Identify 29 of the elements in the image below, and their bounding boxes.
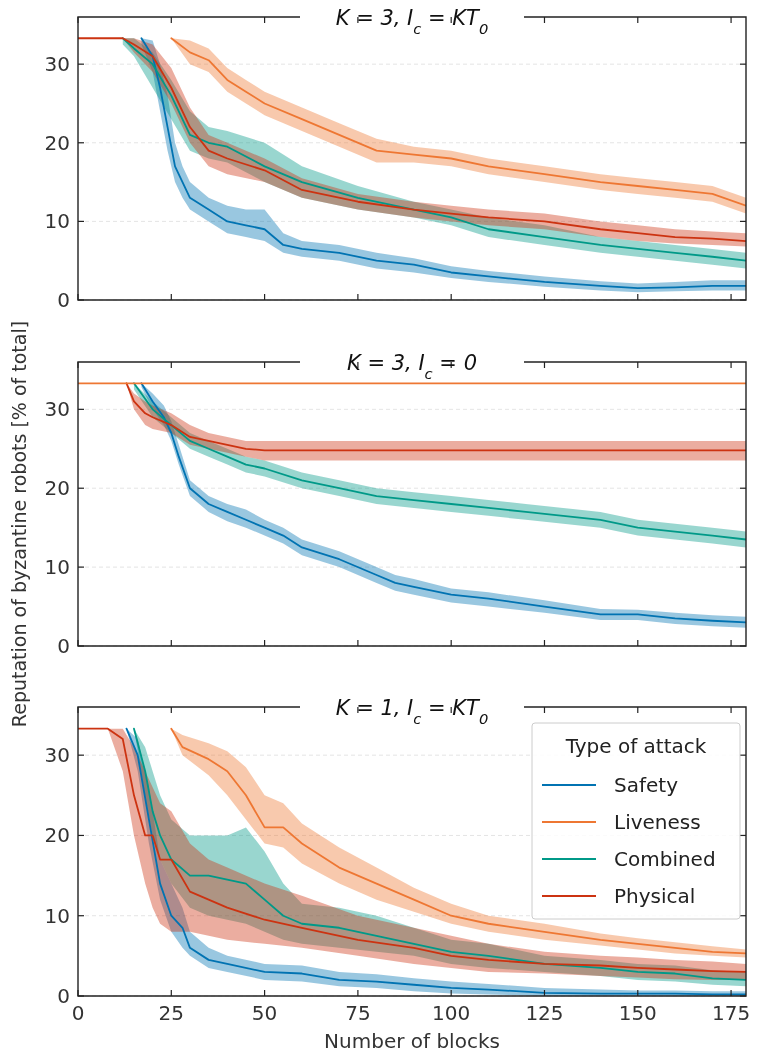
x-tick-label: 75 — [345, 1001, 371, 1025]
y-tick-label: 30 — [44, 743, 70, 768]
legend-label: Physical — [614, 884, 696, 908]
y-tick-label: 20 — [44, 130, 70, 155]
x-axis-title: Number of blocks — [324, 1029, 500, 1053]
y-tick-label: 0 — [57, 634, 70, 658]
legend-label: Combined — [614, 847, 716, 871]
x-tick-label: 125 — [525, 1001, 564, 1025]
y-tick-label: 30 — [44, 52, 70, 77]
y-tick-label: 10 — [44, 209, 70, 234]
y-tick-label: 20 — [44, 823, 70, 848]
chart-title: K = 3, I$_{c}$ = 0 — [346, 351, 478, 382]
x-tick-label: 25 — [158, 1001, 185, 1025]
y-axis-title: Reputation of byzantine robots [% of total] — [8, 320, 30, 728]
y-tick-label: 0 — [57, 984, 70, 1008]
legend-title: Type of attack — [564, 734, 707, 758]
chart-title: K = 1, I$_{c}$ = KT$_{0}$ — [335, 696, 489, 727]
x-tick-label: 150 — [618, 1001, 657, 1025]
x-tick-label: 100 — [432, 1001, 471, 1025]
chart-title: K = 3, I$_{c}$ = KT$_{0}$ — [335, 6, 489, 37]
x-tick-label: 50 — [251, 1001, 278, 1025]
legend-label: Liveness — [614, 810, 701, 834]
y-tick-label: 20 — [44, 476, 70, 501]
y-tick-label: 30 — [44, 397, 70, 422]
y-tick-label: 0 — [57, 288, 70, 312]
y-tick-label: 10 — [44, 903, 70, 928]
y-tick-label: 10 — [44, 555, 70, 580]
legend-label: Safety — [614, 773, 679, 797]
x-tick-label: 175 — [711, 1001, 751, 1025]
